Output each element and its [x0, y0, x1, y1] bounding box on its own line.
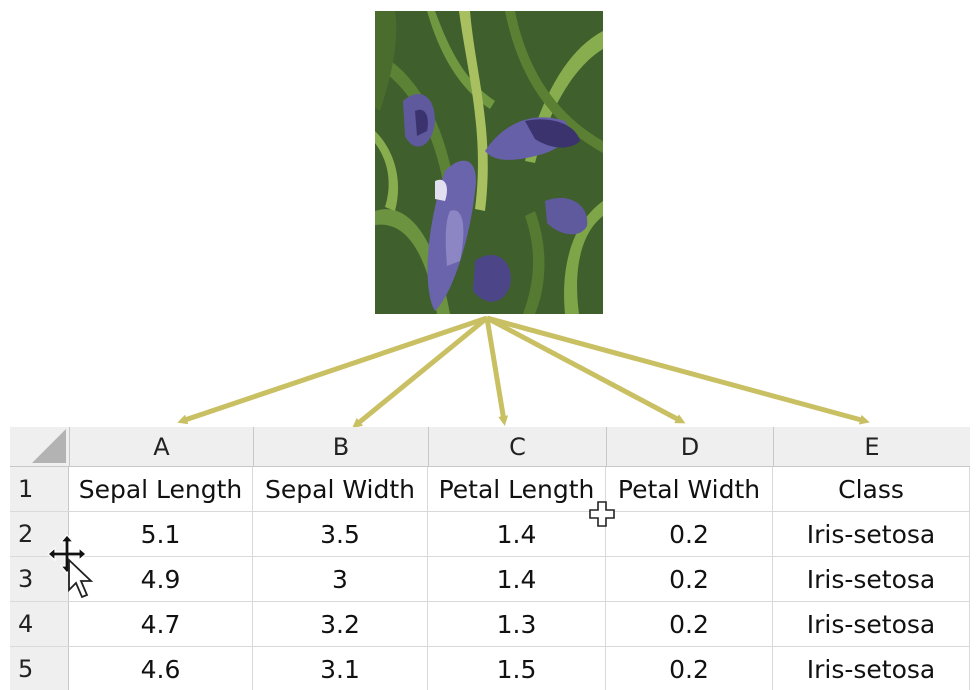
arrow-to-column-e	[486, 315, 870, 425]
row-header[interactable]: 1	[10, 467, 69, 511]
select-all-corner[interactable]	[10, 427, 70, 466]
cell-c5[interactable]: 1.5	[428, 647, 606, 690]
cell-c4[interactable]: 1.3	[428, 602, 606, 646]
table-row: 1 Sepal Length Sepal Width Petal Length …	[10, 467, 970, 512]
arrow-to-column-d	[485, 315, 686, 424]
cell-c1[interactable]: Petal Length	[428, 467, 606, 511]
feature-arrows	[177, 315, 870, 429]
column-header-d[interactable]: D	[607, 427, 774, 466]
cell-b1[interactable]: Sepal Width	[253, 467, 428, 511]
cell-d5[interactable]: 0.2	[606, 647, 773, 690]
table-row: 3 4.9 3 1.4 0.2 Iris-setosa	[10, 557, 970, 602]
arrow-to-column-b	[352, 316, 489, 429]
move-cursor-icon	[47, 534, 87, 574]
table-row: 5 4.6 3.1 1.5 0.2 Iris-setosa	[10, 647, 970, 690]
cell-a4[interactable]: 4.7	[69, 602, 253, 646]
column-header-e[interactable]: E	[774, 427, 970, 466]
cell-a2[interactable]: 5.1	[69, 512, 253, 556]
cell-e2[interactable]: Iris-setosa	[773, 512, 970, 556]
cell-c2[interactable]: 1.4	[428, 512, 606, 556]
cell-select-cursor-icon	[589, 501, 615, 527]
cell-d1[interactable]: Petal Width	[606, 467, 773, 511]
iris-flower-illustration	[375, 11, 603, 314]
cell-e5[interactable]: Iris-setosa	[773, 647, 970, 690]
table-row: 4 4.7 3.2 1.3 0.2 Iris-setosa	[10, 602, 970, 647]
column-header-a[interactable]: A	[70, 427, 254, 466]
cell-b4[interactable]: 3.2	[253, 602, 428, 646]
column-header-b[interactable]: B	[254, 427, 429, 466]
cell-b3[interactable]: 3	[253, 557, 428, 601]
cell-c3[interactable]: 1.4	[428, 557, 606, 601]
cell-d2[interactable]: 0.2	[606, 512, 773, 556]
row-header[interactable]: 5	[10, 647, 69, 690]
column-header-row: A B C D E	[10, 427, 970, 467]
row-header[interactable]: 3	[10, 557, 69, 601]
arrow-to-column-c	[484, 317, 509, 426]
column-header-c[interactable]: C	[429, 427, 607, 466]
cell-e1[interactable]: Class	[773, 467, 970, 511]
cell-b5[interactable]: 3.1	[253, 647, 428, 690]
cell-a3[interactable]: 4.9	[69, 557, 253, 601]
cell-e3[interactable]: Iris-setosa	[773, 557, 970, 601]
arrow-cursor-icon	[68, 558, 94, 599]
cell-a5[interactable]: 4.6	[69, 647, 253, 690]
cell-d4[interactable]: 0.2	[606, 602, 773, 646]
cell-a1[interactable]: Sepal Length	[69, 467, 253, 511]
spreadsheet-grid: A B C D E 1 Sepal Length Sepal Width Pet…	[10, 427, 970, 690]
arrow-to-column-a	[177, 315, 488, 425]
row-header[interactable]: 4	[10, 602, 69, 646]
iris-flower-image	[375, 11, 603, 314]
cell-e4[interactable]: Iris-setosa	[773, 602, 970, 646]
cell-b2[interactable]: 3.5	[253, 512, 428, 556]
table-row: 2 5.1 3.5 1.4 0.2 Iris-setosa	[10, 512, 970, 557]
cell-d3[interactable]: 0.2	[606, 557, 773, 601]
select-all-triangle-icon	[32, 429, 66, 463]
row-header[interactable]: 2	[10, 512, 69, 556]
